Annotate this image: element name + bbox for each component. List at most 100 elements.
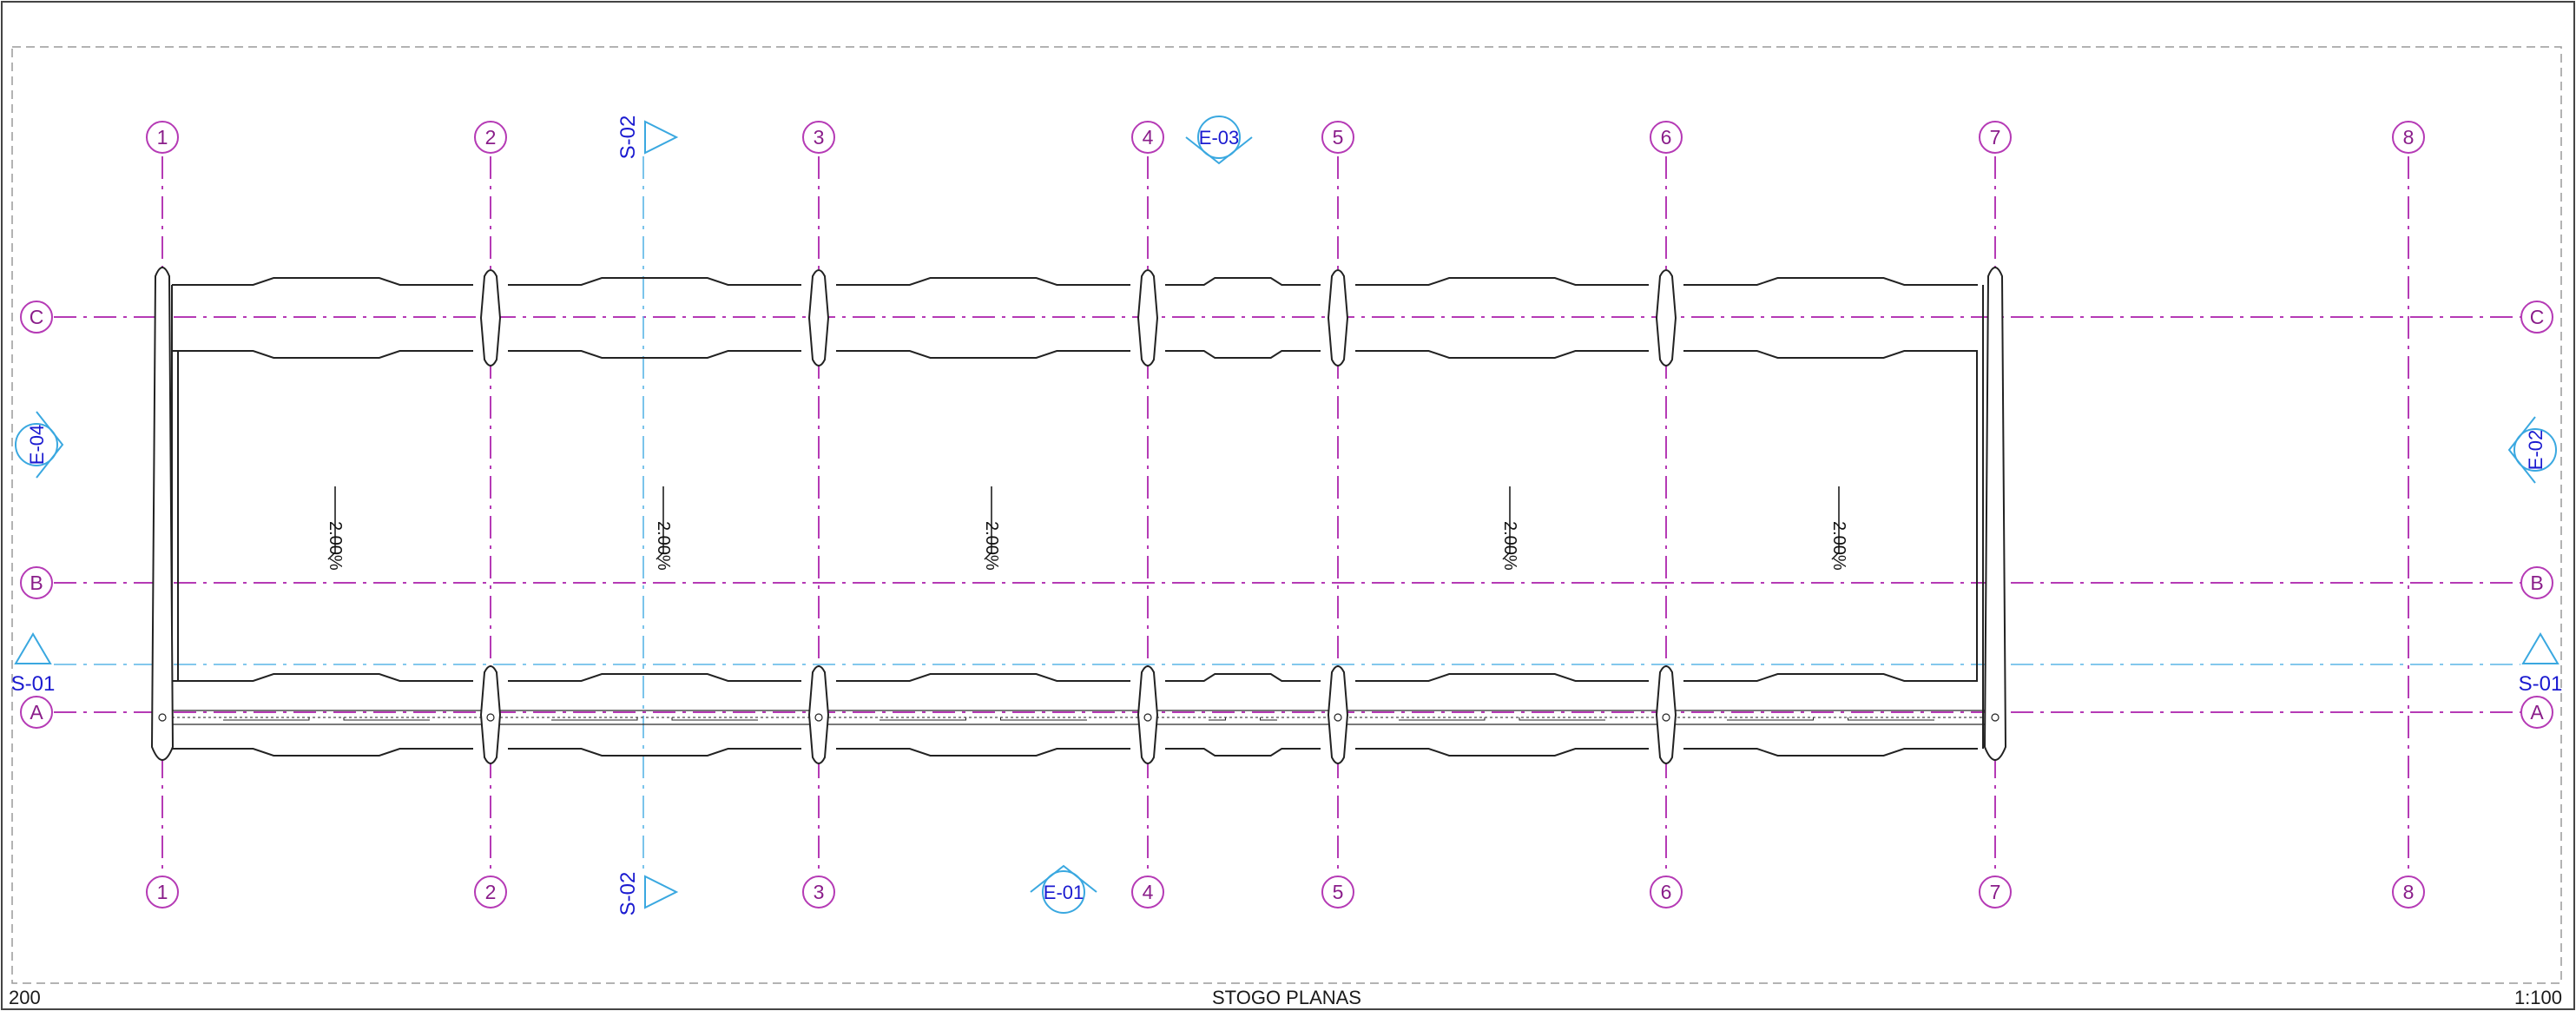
section-s01-arrow-right — [2521, 632, 2560, 664]
elevation-e03-ring — [1197, 116, 1241, 159]
column-2-A — [479, 665, 502, 764]
drawing-scale: 1:100 — [2513, 987, 2562, 1008]
grid-bubble-bottom-4-ring — [1131, 876, 1164, 909]
elevation-e04-ring — [15, 423, 58, 466]
drain-4 — [1143, 713, 1152, 722]
column-3-C — [807, 269, 830, 367]
elevation-e03-pointer — [1185, 136, 1253, 165]
grid-bubble-top-6-ring — [1650, 121, 1683, 154]
grid-bubble-left-A-label: A — [30, 701, 43, 724]
columns — [150, 267, 2007, 764]
slope-arrow — [1831, 486, 1840, 560]
grid-bubble-bottom-6-label: 6 — [1661, 881, 1672, 903]
drain-6 — [1662, 713, 1670, 722]
grid-bubble-top-3-label: 3 — [814, 126, 825, 149]
parapet-north-outer — [172, 277, 1978, 286]
grid-bubble-top-8-ring — [2392, 121, 2425, 154]
grid-bubbles: 1 1 2 2 3 3 4 4 5 5 6 6 7 7 8 8 C C B B A A — [20, 121, 2553, 909]
elevation-e02-ring — [2513, 428, 2557, 472]
grid-bubble-top-7-ring — [1979, 121, 2012, 154]
grid-bubble-top-2: 2 — [474, 121, 507, 154]
grid-bubble-left-B-ring — [20, 566, 53, 599]
gutter-slope-arrow — [343, 717, 430, 721]
gutter-slope-arrow — [1848, 717, 1934, 721]
grid-bubble-top-8: 8 — [2392, 121, 2425, 154]
grid-bubble-left-C-ring — [20, 301, 53, 334]
grid-bubble-bottom-6: 6 — [1650, 876, 1683, 909]
grid-bubble-bottom-7-label: 7 — [1990, 881, 2001, 903]
column-4-A — [1136, 665, 1159, 764]
slope-label: 2.00% — [982, 486, 1001, 571]
grid-bubble-left-B: B — [20, 566, 53, 599]
column-1-full — [150, 267, 175, 761]
grid-bubble-top-7-label: 7 — [1990, 126, 2001, 149]
grid-bubble-left-C: C — [20, 301, 53, 334]
slope-arrow — [984, 486, 992, 560]
grid-bubble-bottom-7-ring — [1979, 876, 2012, 909]
slope-label: 2.00% — [1829, 486, 1848, 571]
column-5-A — [1327, 665, 1349, 764]
grid-bubble-top-6: 6 — [1650, 121, 1683, 154]
column-5-C — [1327, 269, 1349, 367]
grid-bubble-bottom-3: 3 — [802, 876, 835, 909]
grid-bubble-top-4: 4 — [1131, 121, 1164, 154]
grid-bubble-top-5: 5 — [1321, 121, 1354, 154]
drain-5 — [1334, 713, 1342, 722]
viewport-frame — [11, 46, 2562, 984]
grid-bubble-right-C-label: C — [2530, 306, 2545, 328]
slope-arrow — [656, 486, 664, 560]
slope-arrow — [1502, 486, 1511, 560]
column-3-A — [807, 665, 830, 764]
grid-bubble-right-B-label: B — [2530, 572, 2543, 594]
grid-bubble-bottom-8-ring — [2392, 876, 2425, 909]
grid-bubble-bottom-5-label: 5 — [1333, 881, 1344, 903]
elevation-e01-label: E-01 — [1044, 882, 1084, 903]
elevation-e03-label: E-03 — [1199, 127, 1239, 149]
grid-bubble-right-C: C — [2520, 301, 2553, 334]
section-cut-lines — [54, 156, 2520, 873]
section-s01-arrow-left — [14, 632, 52, 664]
grid-bubble-top-6-label: 6 — [1661, 126, 1672, 149]
slope-labels: 2.00% 2.00% 2.00% 2.00% 2.00% — [326, 486, 1848, 571]
elevation-e01-ring — [1042, 870, 1085, 914]
gutter-slope-arrow — [1399, 717, 1486, 721]
section-s01-label-right: S-01 — [2519, 672, 2563, 696]
grid-bubble-top-7: 7 — [1979, 121, 2012, 154]
grid-bubble-bottom-4: 4 — [1131, 876, 1164, 909]
grid-bubble-bottom-8-label: 8 — [2403, 881, 2415, 903]
grid-bubble-left-A: A — [20, 696, 53, 729]
grid-bubble-bottom-8: 8 — [2392, 876, 2425, 909]
drain-7 — [1991, 713, 2000, 722]
parapet-north-inner — [172, 350, 1978, 359]
roof-outline — [155, 277, 2005, 757]
grid-bubble-bottom-5-ring — [1321, 876, 1354, 909]
grid-bubble-top-1-ring — [146, 121, 179, 154]
grid-bubble-bottom-1: 1 — [146, 876, 179, 909]
elevation-e04: E-04 — [15, 411, 64, 479]
section-s02-label-bottom: S-02 — [616, 872, 640, 916]
grid-bubble-top-3-ring — [802, 121, 835, 154]
elevation-e02-label: E-02 — [2525, 430, 2546, 470]
grid-bubble-top-5-label: 5 — [1333, 126, 1344, 149]
grid-bubble-top-2-label: 2 — [485, 126, 497, 149]
grid-bubble-right-B-ring — [2520, 566, 2553, 599]
column-7-full — [1983, 267, 2007, 761]
grid-bubble-top-3: 3 — [802, 121, 835, 154]
column-2-C — [479, 269, 502, 367]
slope-label: 2.00% — [1500, 486, 1519, 571]
column-4-C — [1136, 269, 1159, 367]
grid-bubble-left-C-label: C — [30, 306, 44, 328]
grid-bubble-top-8-label: 8 — [2403, 126, 2415, 149]
grid-bubble-bottom-2-label: 2 — [485, 881, 497, 903]
drawing-title: STOGO PLANAS — [1212, 987, 1361, 1008]
elevation-e01: E-01 — [1030, 864, 1097, 914]
drain-2 — [486, 713, 495, 722]
grid-lines — [54, 156, 2520, 873]
grid-bubble-right-C-ring — [2520, 301, 2553, 334]
parapet-south-outer — [172, 748, 1978, 757]
grid-bubble-top-1-label: 1 — [157, 126, 168, 149]
elevation-e03: E-03 — [1185, 116, 1253, 165]
grid-bubble-bottom-2: 2 — [474, 876, 507, 909]
